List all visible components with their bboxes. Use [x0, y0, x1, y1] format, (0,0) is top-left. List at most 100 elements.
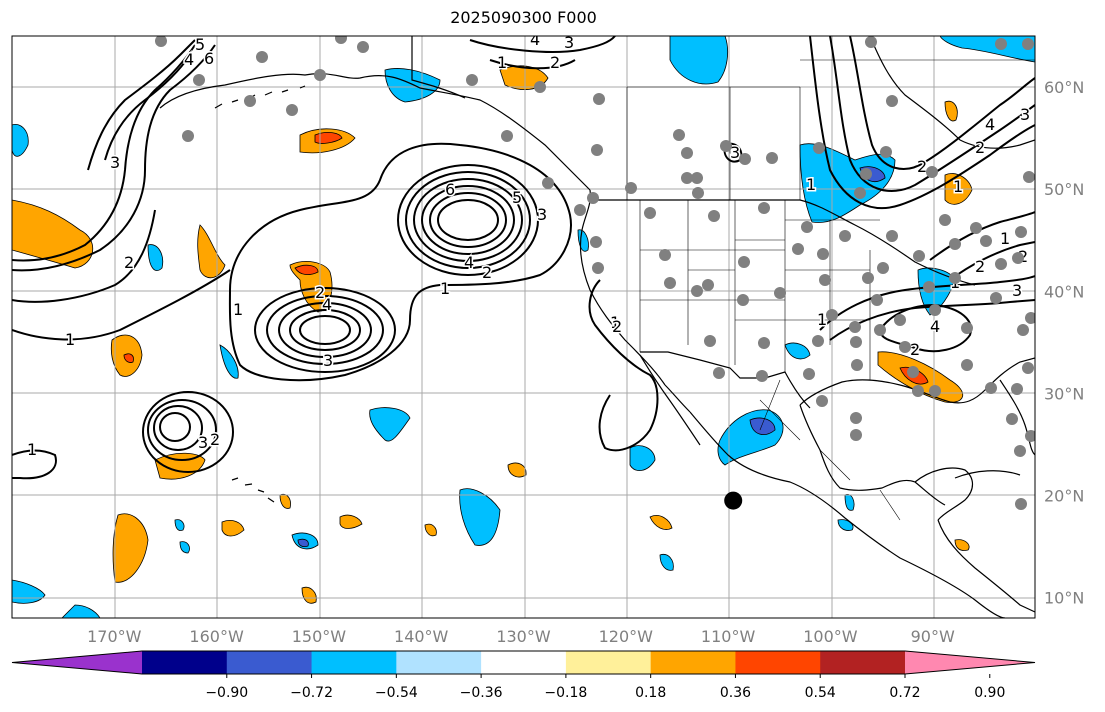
- longitude-label: 140°W: [394, 627, 449, 646]
- west-coast: [579, 189, 666, 386]
- negative-high-shading: [749, 417, 776, 435]
- contour-label: 2: [917, 157, 927, 176]
- colorbar-segment: [565, 651, 652, 674]
- colorbar-segment: [820, 651, 906, 674]
- colorbar-tick-label: −0.90: [205, 685, 248, 701]
- negative-shading: [12, 123, 29, 157]
- contour-label: 1: [497, 53, 507, 72]
- yucatan-coast: [914, 467, 974, 521]
- contour-label: 1: [953, 177, 963, 196]
- colorbar-tick-label: −0.18: [544, 685, 587, 701]
- negative-shading: [384, 68, 441, 103]
- positive-high-shading: [123, 353, 134, 363]
- contour-label: 4: [464, 253, 474, 272]
- contour-label: 2: [612, 317, 622, 336]
- contour-line: [829, 36, 1035, 193]
- colorbar-segment: [311, 651, 397, 674]
- contour-label: 2: [124, 253, 134, 272]
- negative-shading: [837, 519, 854, 531]
- contour-label: 3: [110, 153, 120, 172]
- negative-shading: [174, 519, 185, 531]
- contour-label: 2: [482, 263, 492, 282]
- longitude-label: 120°W: [599, 627, 654, 646]
- contour-label: 3: [564, 33, 574, 52]
- contour-label: 1: [817, 310, 827, 329]
- colorbar-tick-label: −0.54: [375, 685, 418, 701]
- negative-shading: [939, 36, 1035, 63]
- central-america-coast: [937, 519, 1035, 613]
- colorbar-tick-label: 0.18: [635, 685, 666, 701]
- colorbar-extend-high: [905, 651, 1035, 674]
- contour-label: 5: [195, 35, 205, 54]
- contour-label: 3: [1012, 281, 1022, 300]
- contour-ring: [437, 199, 499, 241]
- contour-line: [228, 142, 572, 382]
- colorbar-tick-labels: −0.90 −0.72 −0.54 −0.36 −0.18 0.18 0.36 0.54 0.7…: [205, 674, 1005, 701]
- positive-shading: [221, 520, 245, 537]
- graticule: [12, 36, 1035, 618]
- contour-label: 2: [550, 53, 560, 72]
- contour-label: 4: [322, 295, 332, 314]
- negative-shading: [629, 445, 656, 471]
- colorbar-outline: [11, 650, 1036, 675]
- latitude-label: 50°N: [1044, 180, 1084, 199]
- florida-coast: [999, 379, 1035, 456]
- colorbar-segment: [650, 651, 736, 674]
- mexico-state-lines: [759, 379, 901, 521]
- us-mexico-border: [640, 351, 811, 409]
- mexico-pacific-coast: [689, 411, 1006, 618]
- positive-shading: [339, 514, 363, 529]
- alaska-canada-border: [411, 36, 466, 99]
- longitude-label: 170°W: [87, 627, 142, 646]
- colorbar-tick-label: 0.90: [974, 685, 1005, 701]
- colorbar-segment: [396, 651, 482, 674]
- ocean-background: [12, 36, 1035, 618]
- mexico-gulf-coast: [799, 404, 946, 506]
- contour-label: 1: [65, 330, 75, 349]
- contour-label: 1: [610, 313, 620, 332]
- contour-label: 3: [537, 205, 547, 224]
- contour-label: 2: [975, 257, 985, 276]
- negative-shading: [669, 36, 729, 85]
- contour-label: 2: [910, 340, 920, 359]
- latitude-label: 30°N: [1044, 384, 1084, 403]
- contour-line: [588, 279, 659, 452]
- contour-ring: [413, 178, 523, 262]
- colorbar-tick-label: 0.36: [720, 685, 751, 701]
- contour-line: [12, 44, 216, 272]
- contour-line: [809, 36, 1035, 210]
- negative-shading: [784, 342, 811, 360]
- contour-ring: [142, 391, 234, 473]
- positive-shading: [507, 462, 527, 478]
- colorbar-tick-label: −0.72: [290, 685, 333, 701]
- cuba-outline: [954, 470, 1021, 479]
- contour-label: 1: [27, 440, 37, 459]
- negative-shading: [917, 267, 956, 316]
- negative-shading: [459, 488, 501, 546]
- hudson-bay-coast: [869, 36, 1035, 149]
- contour-label: 3: [1020, 105, 1030, 124]
- longitude-label: 100°W: [803, 627, 858, 646]
- contour-ring: [299, 315, 351, 345]
- contour-label: 4: [930, 317, 940, 336]
- storm-center-marker: [724, 491, 743, 510]
- longitude-label: 110°W: [701, 627, 756, 646]
- negative-high-shading: [297, 538, 309, 548]
- contour-ring: [289, 309, 361, 351]
- contour-line: [104, 54, 191, 161]
- negative-shading: [179, 541, 190, 554]
- contour-label: 1: [233, 300, 243, 319]
- positive-shading: [954, 539, 970, 551]
- alaska-coast: [159, 73, 591, 191]
- latitude-label: 60°N: [1044, 78, 1084, 97]
- positive-high-shading: [314, 132, 343, 144]
- contour-label: 3: [198, 433, 208, 452]
- longitude-labels: 170°W 160°W 150°W 140°W 130°W 120°W 110°W 100°W…: [87, 627, 955, 646]
- positive-shading: [649, 515, 673, 530]
- contour-ring: [159, 412, 191, 442]
- contour-line: [469, 36, 616, 70]
- longitude-label: 130°W: [496, 627, 551, 646]
- contour-label: 1: [1000, 229, 1010, 248]
- contour-label: 2: [210, 430, 220, 449]
